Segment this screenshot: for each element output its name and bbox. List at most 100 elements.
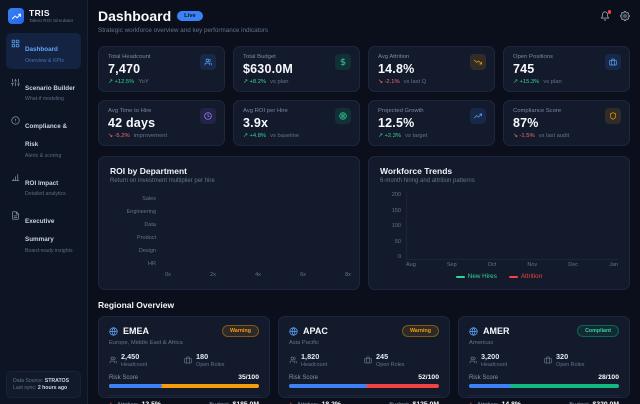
axis-tick: Jan <box>609 262 618 268</box>
sidebar: TRIS Talent ROI Simulator Dashboard Overv… <box>0 0 88 404</box>
trend-up-icon: ↗ <box>243 79 248 85</box>
sidebar-item-roi-impact[interactable]: ROI Impact Detailed analytics <box>6 167 81 203</box>
legend-item-attrition: Attrition <box>508 273 542 280</box>
budget-label: Budget: <box>569 402 589 404</box>
kpi-trend: ↘ -2.1% vs last Q <box>378 79 427 85</box>
risk-score-fill <box>289 384 367 388</box>
page-subtitle: Strategic workforce overview and key per… <box>98 27 269 34</box>
kpi-grid: Total Headcount 7,470 ↗ +12.5% YoY Total … <box>98 46 630 146</box>
kpi-label: Compliance Score <box>513 108 562 114</box>
kpi-value: 42 days <box>108 116 156 130</box>
kpi-label: Total Budget <box>243 54 276 60</box>
kpi-card-total-headcount: Total Headcount 7,470 ↗ +12.5% YoY <box>98 46 225 92</box>
chart-title: ROI by Department <box>110 166 187 176</box>
open-roles-stat: 245 Open Roles <box>364 352 439 368</box>
region-card-apac: APAC Warning Asia Pacific 1,820 Headcount… <box>278 316 450 404</box>
alert-circle-icon <box>11 116 20 125</box>
sidebar-item-compliance-risk[interactable]: Compliance & Risk Alerts & scoring <box>6 110 81 164</box>
trending-down-icon <box>470 54 486 70</box>
risk-score-value: 52/100 <box>418 374 439 381</box>
region-description: Asia Pacific <box>289 340 319 346</box>
region-name: EMEA <box>123 326 150 336</box>
app-name: TRIS <box>29 8 50 18</box>
kpi-card-projected-growth: Projected Growth 12.5% ↗ +2.3% vs target <box>368 100 495 146</box>
status-badge: Compliant <box>577 325 619 337</box>
kpi-trend: ↗ +15.3% vs plan <box>513 79 562 85</box>
axis-tick: Oct <box>487 262 497 268</box>
kpi-value: 745 <box>513 62 535 76</box>
kpi-card-avg-time-to-hire: Avg Time to Hire 42 days ↘ -5.2% improvem… <box>98 100 225 146</box>
axis-tick: Nov <box>527 262 538 268</box>
kpi-label: Total Headcount <box>108 54 151 60</box>
legend-line-icon <box>455 275 465 278</box>
trend-down-icon: ↘ <box>109 401 114 404</box>
gear-icon[interactable] <box>620 11 630 21</box>
trends-plot-area <box>406 192 618 260</box>
kpi-trend: ↗ +8.2% vs plan <box>243 79 289 85</box>
risk-score-value: 28/100 <box>598 374 619 381</box>
status-badge: Warning <box>402 325 439 337</box>
risk-score-label: Risk Score <box>289 374 319 381</box>
nav-label: Compliance & Risk <box>25 123 67 148</box>
trend-down-icon: ↘ <box>378 79 383 85</box>
region-grid: EMEA Warning Europe, Middle East & Afric… <box>98 316 630 404</box>
axis-tick: Sep <box>446 262 457 268</box>
chart-title: Workforce Trends <box>380 166 453 176</box>
axis-tick: 0 <box>397 254 401 260</box>
kpi-value: 7,470 <box>108 62 141 76</box>
nav-sublabel: Overview & KPIs <box>25 57 64 64</box>
axis-tick: 2x <box>210 272 216 278</box>
sidebar-item-dashboard[interactable]: Dashboard Overview & KPIs <box>6 33 81 69</box>
roi-by-department-chart: ROI by Department Return on investment m… <box>98 156 360 290</box>
trend-up-icon: ↗ <box>108 79 113 85</box>
nav-sublabel: Board-ready insights <box>25 247 73 254</box>
document-icon <box>11 211 20 220</box>
trending-up-logo-icon <box>8 8 24 24</box>
notification-dot <box>607 10 611 14</box>
region-card-amer: AMER Compliant Americas 3,200 Headcount 3… <box>458 316 630 404</box>
axis-category: Product <box>137 234 156 241</box>
last-sync-line: Last sync: 2 hours ago <box>13 385 68 391</box>
roi-x-axis: 0x 2x 4x 6x 8x <box>165 272 351 282</box>
last-sync-value: 2 hours ago <box>37 385 68 391</box>
bar-chart-icon <box>11 173 20 182</box>
kpi-trend: ↘ -1.5% vs last audit <box>513 133 570 139</box>
globe-icon <box>289 326 298 336</box>
users-icon <box>469 356 477 364</box>
kpi-label: Avg ROI per Hire <box>243 108 288 114</box>
risk-score-fill <box>469 384 511 388</box>
status-badge: Warning <box>222 325 259 337</box>
legend-line-icon <box>508 275 518 278</box>
attrition-label: Attrition: <box>117 402 139 404</box>
trends-legend: New Hires Attrition <box>380 273 618 280</box>
axis-tick: 50 <box>394 238 401 245</box>
axis-tick: 150 <box>391 207 401 214</box>
trends-x-axis: Aug Sep Oct Nov Dec Jan <box>406 262 618 268</box>
briefcase-icon <box>184 356 192 364</box>
sidebar-item-executive-summary[interactable]: Executive Summary Board-ready insights <box>6 205 81 259</box>
nav-label: Executive Summary <box>25 218 55 243</box>
headcount-stat: 2,450 Headcount <box>109 352 184 368</box>
grid-icon <box>11 39 20 48</box>
headcount-stat: 1,820 Headcount <box>289 352 364 368</box>
briefcase-icon <box>364 356 372 364</box>
axis-tick: 6x <box>300 272 306 278</box>
region-name: APAC <box>303 326 328 336</box>
risk-score-label: Risk Score <box>469 374 499 381</box>
axis-tick: Aug <box>406 262 416 268</box>
axis-tick: 8x <box>345 272 351 278</box>
attrition-label: Attrition: <box>297 402 319 404</box>
briefcase-icon <box>544 356 552 364</box>
region-name: AMER <box>483 326 510 336</box>
region-card-emea: EMEA Warning Europe, Middle East & Afric… <box>98 316 270 404</box>
kpi-card-avg-attrition: Avg Attrition 14.8% ↘ -2.1% vs last Q <box>368 46 495 92</box>
risk-score-bar <box>109 384 259 388</box>
chart-subtitle: Return on investment multiplier per hire <box>110 178 215 184</box>
budget-label: Budget: <box>209 402 229 404</box>
users-icon <box>109 356 117 364</box>
kpi-label: Projected Growth <box>378 108 424 114</box>
legend-item-new-hires: New Hires <box>455 273 497 280</box>
sidebar-item-scenario-builder[interactable]: Scenario Builder What-if modeling <box>6 72 81 108</box>
nav-sublabel: What-if modeling <box>25 96 64 102</box>
bell-icon[interactable] <box>600 10 611 21</box>
